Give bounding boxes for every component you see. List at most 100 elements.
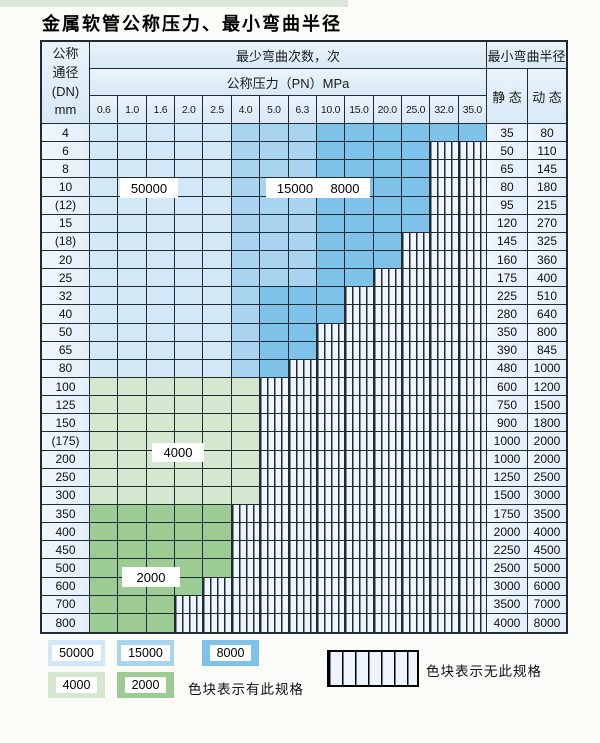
pressure-title-header: 公称压力（PN）MPa (90, 69, 487, 96)
no-spec-cell (316, 486, 346, 505)
spec-cell (118, 613, 147, 632)
spec-cell (401, 142, 431, 161)
no-spec-cell (373, 432, 402, 451)
dn-cell: 800 (42, 613, 90, 632)
pressure-header: 1.0 (118, 96, 147, 124)
no-spec-cell (373, 341, 402, 360)
static-value: 225 (487, 287, 528, 306)
no-spec-cell (458, 541, 487, 560)
legend-label: 4000 (55, 677, 98, 693)
spec-cell (118, 250, 147, 270)
spec-cell (203, 341, 232, 360)
spec-cell (231, 396, 261, 415)
min-cycles-header: 最少弯曲次数，次 (90, 42, 487, 69)
spec-cell (288, 269, 317, 288)
no-spec-cell (288, 468, 317, 487)
spec-cell (146, 486, 176, 505)
no-spec-cell (288, 432, 317, 451)
spec-cell (231, 305, 261, 324)
no-spec-cell (288, 504, 317, 524)
no-spec-cell (316, 504, 346, 524)
cycles-label-2000: 2000 (122, 567, 180, 587)
spec-cell (203, 124, 232, 143)
spec-cell (203, 323, 232, 342)
no-spec-cell (231, 504, 261, 524)
spec-cell (90, 396, 119, 415)
no-spec-cell (345, 450, 374, 469)
spec-cell (231, 269, 261, 288)
spec-cell (90, 250, 119, 270)
no-spec-cell (458, 414, 487, 433)
no-spec-cell (260, 486, 289, 505)
spec-cell (118, 523, 147, 542)
spec-cell (90, 232, 119, 251)
no-spec-cell (345, 559, 374, 578)
no-spec-cell (373, 269, 402, 288)
spec-cell (146, 377, 176, 397)
spec-cell (90, 523, 119, 542)
no-spec-cell (458, 595, 487, 614)
spec-cell (203, 142, 232, 161)
no-spec-cell (260, 414, 289, 433)
dn-cell: 600 (42, 577, 90, 596)
pressure-header: 35.0 (458, 96, 487, 124)
spec-cell (288, 196, 317, 215)
spec-cell (345, 142, 374, 161)
dynamic-value: 1200 (528, 377, 566, 397)
no-spec-cell (316, 468, 346, 487)
dn-cell: 450 (42, 541, 90, 560)
pressure-header: 1.6 (146, 96, 176, 124)
spec-cell (288, 124, 317, 143)
no-spec-cell (288, 559, 317, 578)
dn-cell: 100 (42, 377, 90, 397)
no-spec-cell (430, 377, 459, 397)
pressure-header: 25.0 (401, 96, 431, 124)
no-spec-cell (430, 577, 459, 596)
no-spec-cell (373, 468, 402, 487)
spec-cell (231, 450, 261, 469)
spec-cell (118, 232, 147, 251)
spec-cell (231, 214, 261, 233)
spec-cell (231, 124, 261, 143)
spec-cell (203, 359, 232, 378)
no-spec-cell (458, 305, 487, 324)
no-spec-cell (458, 559, 487, 578)
spec-cell (90, 142, 119, 161)
spec-cell (203, 287, 232, 306)
no-spec-cell (373, 595, 402, 614)
spec-cell (231, 468, 261, 487)
pressure-header: 0.6 (90, 96, 119, 124)
spec-cell (175, 250, 204, 270)
dn-cell: 300 (42, 486, 90, 505)
spec-cell (146, 160, 176, 179)
no-spec-cell (401, 577, 431, 596)
spec-cell (90, 377, 119, 397)
spec-cell (90, 124, 119, 143)
spec-cell (231, 142, 261, 161)
spec-cell (288, 323, 317, 342)
spec-cell (203, 559, 232, 578)
no-spec-cell (401, 250, 431, 270)
spec-cell (231, 377, 261, 397)
no-spec-cell (430, 432, 459, 451)
no-spec-cell (401, 287, 431, 306)
no-spec-cell (260, 595, 289, 614)
no-spec-cell (231, 613, 261, 632)
spec-cell (175, 178, 204, 197)
no-spec-cell (316, 577, 346, 596)
spec-cell (231, 160, 261, 179)
dynamic-value: 4000 (528, 523, 566, 542)
spec-cell (316, 214, 346, 233)
spec-cell (118, 341, 147, 360)
spec-cell (458, 124, 487, 143)
no-spec-cell (288, 541, 317, 560)
spec-cell (316, 160, 346, 179)
spec-cell (203, 160, 232, 179)
static-value: 50 (487, 142, 528, 161)
no-spec-cell (401, 359, 431, 378)
no-spec-cell (316, 323, 346, 342)
no-spec-cell (458, 613, 487, 632)
spec-cell (175, 287, 204, 306)
no-spec-cell (401, 305, 431, 324)
spec-cell (146, 523, 176, 542)
